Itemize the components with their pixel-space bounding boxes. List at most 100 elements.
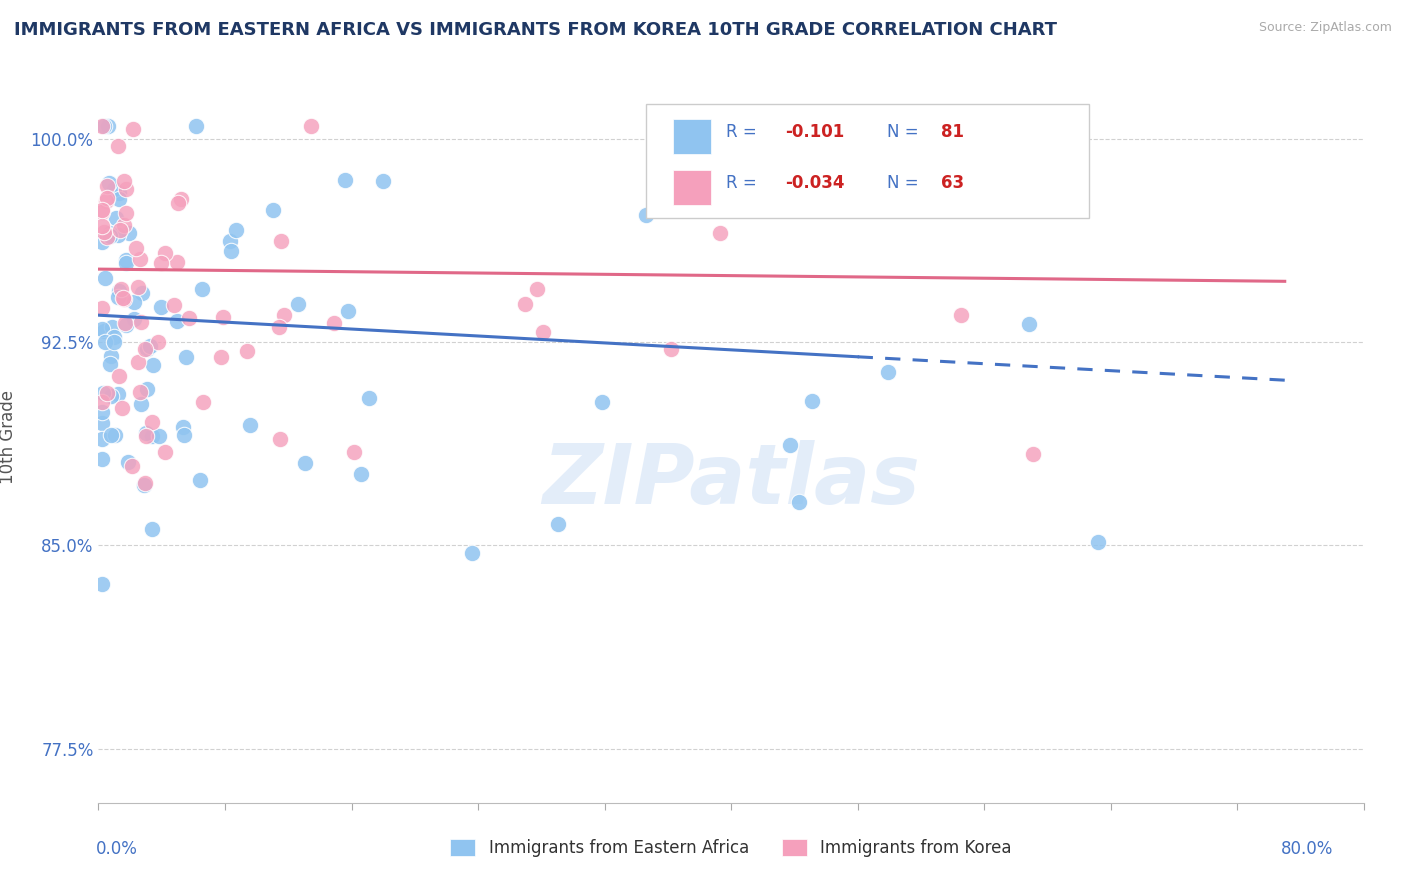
Text: -0.101: -0.101	[786, 123, 845, 142]
Point	[108, 368, 131, 383]
Point	[100, 349, 122, 363]
Text: 80.0%: 80.0%	[1281, 840, 1333, 858]
Point	[371, 174, 394, 188]
Point	[131, 286, 153, 301]
Text: 0.0%: 0.0%	[96, 840, 138, 858]
Point	[107, 387, 129, 401]
Point	[269, 320, 291, 334]
Point	[125, 241, 148, 255]
Point	[90, 202, 112, 217]
Point	[91, 385, 114, 400]
Point	[132, 477, 155, 491]
Point	[112, 174, 135, 188]
Point	[98, 228, 121, 243]
Point	[235, 344, 257, 359]
Point	[188, 473, 211, 487]
Point	[350, 467, 373, 482]
Point	[108, 223, 131, 237]
Point	[90, 576, 112, 591]
Text: -0.034: -0.034	[786, 174, 845, 193]
Point	[209, 350, 232, 364]
Point	[193, 395, 215, 409]
Point	[90, 416, 112, 430]
Text: IMMIGRANTS FROM EASTERN AFRICA VS IMMIGRANTS FROM KOREA 10TH GRADE CORRELATION C: IMMIGRANTS FROM EASTERN AFRICA VS IMMIGR…	[14, 21, 1057, 38]
Point	[357, 391, 380, 405]
Point	[117, 455, 139, 469]
Point	[111, 291, 134, 305]
Point	[135, 428, 157, 442]
Point	[148, 429, 170, 443]
Point	[659, 343, 682, 357]
Point	[212, 310, 235, 324]
Point	[270, 234, 292, 248]
Point	[269, 432, 291, 446]
Point	[173, 427, 195, 442]
Point	[93, 225, 115, 239]
Point	[122, 311, 145, 326]
Point	[115, 252, 138, 267]
Point	[333, 172, 356, 186]
Point	[107, 284, 129, 298]
Point	[141, 429, 163, 443]
Text: 81: 81	[941, 123, 965, 142]
Point	[1021, 447, 1043, 461]
Point	[591, 394, 613, 409]
Point	[108, 192, 131, 206]
Point	[225, 223, 247, 237]
Y-axis label: 10th Grade: 10th Grade	[0, 390, 17, 484]
Point	[115, 256, 138, 270]
Point	[96, 191, 118, 205]
Point	[90, 432, 112, 446]
Point	[96, 178, 118, 193]
Point	[172, 420, 194, 434]
Point	[515, 297, 537, 311]
Text: ZIPatlas: ZIPatlas	[543, 441, 920, 522]
Point	[91, 405, 114, 419]
Point	[121, 459, 143, 474]
Point	[94, 335, 117, 350]
Text: N =: N =	[887, 123, 924, 142]
Point	[103, 334, 125, 349]
Point	[166, 314, 188, 328]
Point	[877, 365, 900, 379]
Point	[103, 329, 125, 343]
Point	[139, 338, 162, 352]
Point	[461, 545, 484, 559]
Point	[90, 452, 112, 467]
Point	[90, 394, 112, 409]
Point	[94, 271, 117, 285]
Point	[142, 358, 165, 372]
Point	[179, 310, 201, 325]
Point	[94, 194, 117, 208]
Point	[127, 280, 149, 294]
Point	[93, 119, 115, 133]
FancyBboxPatch shape	[673, 120, 711, 154]
Point	[131, 315, 153, 329]
Point	[134, 342, 156, 356]
Point	[704, 119, 727, 133]
Text: Source: ZipAtlas.com: Source: ZipAtlas.com	[1258, 21, 1392, 34]
FancyBboxPatch shape	[673, 170, 711, 205]
Point	[100, 389, 122, 403]
Point	[141, 415, 163, 429]
Point	[101, 320, 124, 334]
Point	[90, 235, 112, 249]
Point	[1087, 535, 1109, 549]
Point	[118, 226, 141, 240]
Point	[155, 445, 177, 459]
Point	[134, 475, 156, 490]
Point	[218, 234, 240, 248]
Point	[112, 292, 135, 306]
Point	[186, 119, 208, 133]
Point	[129, 397, 152, 411]
Point	[108, 186, 131, 200]
Point	[950, 308, 973, 322]
Point	[135, 342, 157, 356]
Point	[97, 119, 120, 133]
Point	[166, 255, 188, 269]
Point	[90, 205, 112, 219]
Point	[107, 138, 129, 153]
Point	[800, 394, 823, 409]
Point	[155, 245, 177, 260]
Point	[787, 495, 810, 509]
